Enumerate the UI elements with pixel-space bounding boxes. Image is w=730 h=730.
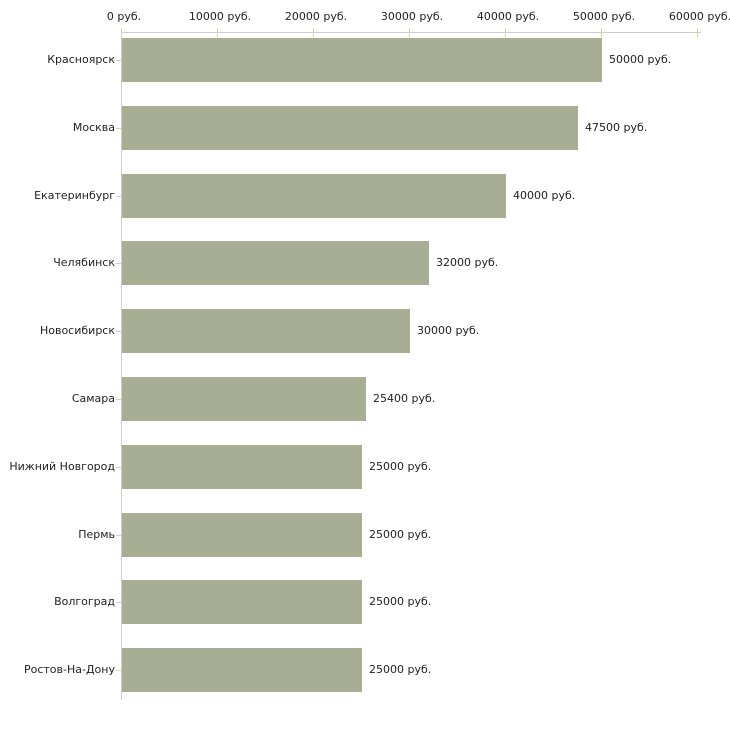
bar (122, 648, 362, 693)
x-axis-tick-label: 20000 руб. (284, 10, 348, 23)
bar (122, 444, 362, 489)
value-label: 25000 руб. (369, 663, 432, 677)
category-label: Москва (72, 120, 115, 134)
value-label: 25000 руб. (369, 459, 432, 473)
category-label: Екатеринбург (34, 188, 115, 202)
x-axis-tick (217, 28, 218, 37)
y-axis-line (121, 32, 122, 700)
bar (122, 512, 362, 557)
category-label: Ростов-На-Дону (23, 663, 115, 677)
x-axis-tick (121, 28, 122, 37)
value-label: 47500 руб. (585, 120, 648, 134)
y-axis-tick (116, 127, 121, 129)
category-label: Пермь (78, 527, 115, 541)
value-label: 32000 руб. (436, 256, 499, 270)
category-label: Волгоград (54, 595, 115, 609)
x-axis-tick (409, 28, 410, 37)
y-axis-tick (116, 602, 121, 604)
x-axis-tick (697, 28, 698, 37)
bar (122, 105, 578, 150)
bar (122, 38, 602, 82)
category-label: Самара (71, 392, 115, 405)
bar (122, 173, 506, 218)
y-axis-tick (116, 195, 121, 197)
y-axis-tick (116, 670, 121, 672)
x-axis-tick (313, 28, 314, 37)
bar (122, 241, 429, 286)
value-label: 40000 руб. (513, 188, 576, 202)
x-axis-tick-label: 40000 руб. (476, 10, 540, 23)
y-axis-tick (116, 263, 121, 265)
y-axis-tick (116, 60, 121, 61)
value-label: 25400 руб. (373, 392, 436, 405)
value-label: 25000 руб. (369, 527, 432, 541)
value-label: 25000 руб. (369, 595, 432, 609)
category-label: Нижний Новгород (9, 459, 115, 473)
y-axis-tick (116, 466, 121, 468)
value-label: 30000 руб. (417, 324, 480, 338)
x-axis-tick-label: 0 руб. (106, 10, 142, 23)
x-axis-tick-label: 30000 руб. (380, 10, 444, 23)
x-axis-tick (601, 28, 602, 37)
y-axis-tick (116, 399, 121, 400)
bar (122, 309, 410, 354)
y-axis-tick (116, 331, 121, 333)
category-label: Красноярск (47, 53, 115, 66)
x-axis-tick-label: 60000 руб. (668, 10, 730, 23)
category-label: Новосибирск (39, 324, 115, 338)
x-axis-tick (505, 28, 506, 37)
bar (122, 377, 366, 421)
category-label: Челябинск (53, 256, 115, 270)
y-axis-tick (116, 534, 121, 536)
bar (122, 580, 362, 625)
x-axis-tick-label: 50000 руб. (572, 10, 636, 23)
value-label: 50000 руб. (609, 53, 672, 66)
x-axis-line (121, 32, 701, 33)
x-axis-tick-label: 10000 руб. (188, 10, 252, 23)
